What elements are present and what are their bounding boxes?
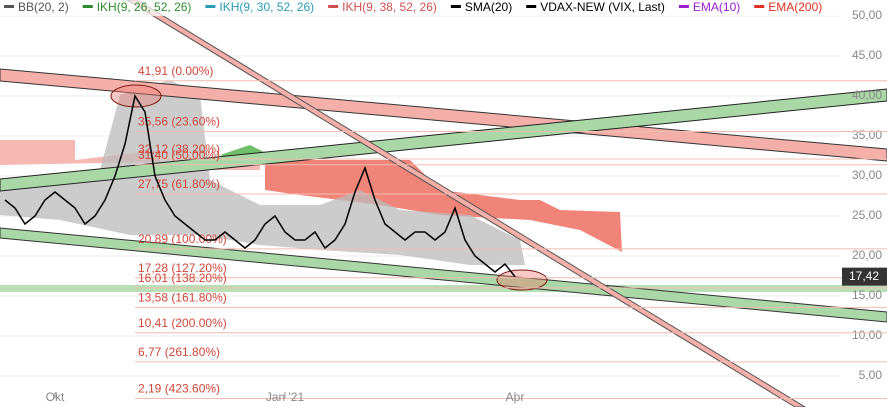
y-tick-label: 35,00 (852, 128, 882, 142)
fib-label: 27,75 (61.80%) (138, 177, 220, 191)
legend-label: SMA(20) (465, 0, 512, 14)
x-tick-label: Jan '21 (266, 390, 305, 404)
legend-swatch (205, 5, 216, 8)
price-tag-label: 17,42 (849, 269, 879, 283)
y-tick-label: 40,00 (852, 88, 882, 102)
y-tick-label: 30,00 (852, 168, 882, 182)
fib-label: 41,91 (0.00%) (138, 64, 213, 78)
legend-label: IKH(9, 26, 52, 26) (97, 0, 192, 14)
legend-swatch (754, 5, 765, 8)
legend-bg (0, 0, 887, 16)
support-band (0, 285, 887, 292)
cloud-red (265, 160, 622, 252)
y-tick-label: 10,00 (852, 328, 882, 342)
legend-label: EMA(200) (768, 0, 822, 14)
fib-label: 16,01 (138.20%) (138, 271, 227, 285)
legend-label: IKH(9, 38, 52, 26) (342, 0, 437, 14)
x-tick-label: Apr (506, 390, 525, 404)
y-tick-label: 5,00 (859, 368, 883, 382)
marker-ellipse (496, 269, 548, 291)
fib-label: 32,12 (38.20%) (138, 142, 220, 156)
fib-label: 13,58 (161.80%) (138, 291, 227, 305)
x-tick-label: Okt (46, 390, 65, 404)
legend-swatch (328, 5, 339, 8)
fib-label: 17,28 (127.20%) (138, 261, 227, 275)
y-tick-label: 15,00 (852, 288, 882, 302)
fib-label: 6,77 (261.80%) (138, 345, 220, 359)
trend-channel (0, 227, 887, 323)
y-tick-label: 25,00 (852, 208, 882, 222)
price-tag (842, 267, 887, 286)
legend-label: IKH(9, 30, 52, 26) (219, 0, 314, 14)
y-tick-label: 20,00 (852, 248, 882, 262)
legend-label: VDAX-NEW (VIX, Last) (540, 0, 665, 14)
fib-label: 31,40 (50.00%) (138, 148, 220, 162)
price-line (4, 94, 516, 278)
fib-label: 2,19 (423.60%) (138, 382, 220, 396)
legend-label: BB(20, 2) (18, 0, 69, 14)
trend-line (126, 0, 806, 407)
legend-swatch (678, 5, 689, 8)
legend-swatch (4, 5, 14, 8)
y-tick-label: 45,00 (852, 48, 882, 62)
fib-label: 35,56 (23.60%) (138, 115, 220, 129)
bollinger-band (0, 80, 525, 265)
marker-ellipse (110, 84, 162, 108)
legend-swatch (82, 5, 93, 8)
legend-swatch (450, 5, 461, 8)
y-tick-label: 50,00 (852, 8, 882, 22)
trend-channel (0, 88, 887, 192)
legend-swatch (526, 5, 537, 8)
fib-label: 10,41 (200.00%) (138, 316, 227, 330)
legend-label: EMA(10) (693, 0, 740, 14)
fib-label: 20,89 (100.00%) (138, 232, 227, 246)
